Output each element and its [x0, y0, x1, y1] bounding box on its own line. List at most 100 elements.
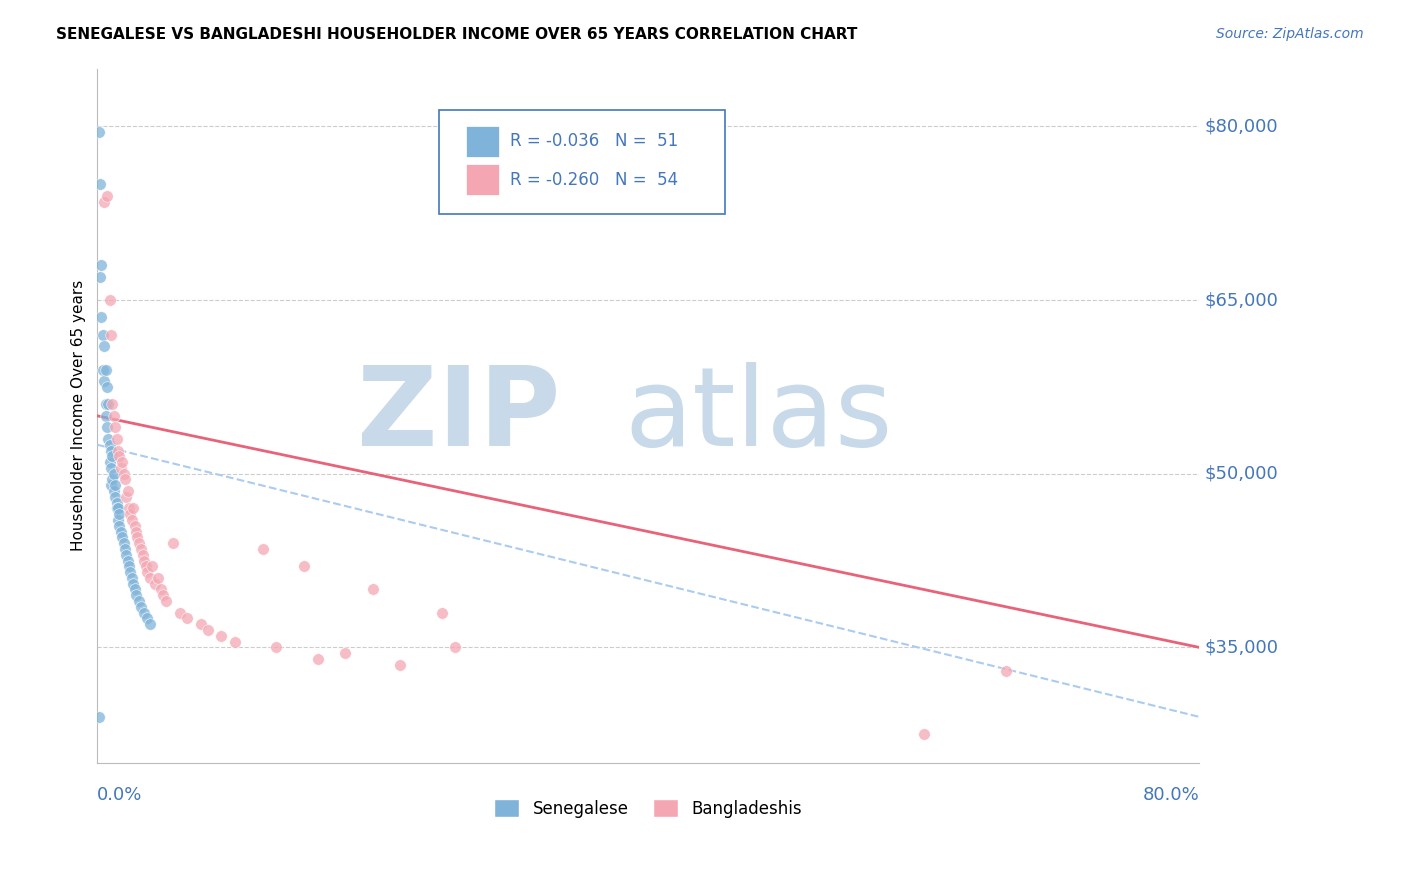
Point — [912, 727, 935, 741]
Point — [136, 611, 159, 625]
Point — [100, 327, 122, 342]
Point — [197, 623, 219, 637]
Bar — [467, 126, 499, 157]
Point — [104, 478, 127, 492]
Text: ZIP: ZIP — [357, 362, 560, 469]
Point — [138, 617, 160, 632]
Point — [93, 374, 115, 388]
Point — [87, 125, 110, 139]
Bar — [467, 163, 499, 195]
Point — [252, 541, 274, 556]
Point — [101, 473, 124, 487]
Point — [134, 553, 156, 567]
Point — [114, 541, 136, 556]
Point — [117, 553, 139, 567]
Point — [91, 362, 114, 376]
Point — [125, 524, 148, 539]
Text: SENEGALESE VS BANGLADESHI HOUSEHOLDER INCOME OVER 65 YEARS CORRELATION CHART: SENEGALESE VS BANGLADESHI HOUSEHOLDER IN… — [56, 27, 858, 42]
Legend: Senegalese, Bangladeshis: Senegalese, Bangladeshis — [488, 793, 808, 824]
Point — [430, 606, 453, 620]
Point — [98, 293, 121, 307]
Point — [122, 501, 145, 516]
Point — [108, 518, 131, 533]
Text: $50,000: $50,000 — [1205, 465, 1278, 483]
Point — [118, 501, 141, 516]
Point — [122, 576, 145, 591]
Point — [94, 409, 117, 423]
Point — [105, 432, 128, 446]
Point — [141, 559, 163, 574]
Point — [94, 362, 117, 376]
Point — [143, 576, 166, 591]
Point — [93, 194, 115, 209]
Point — [266, 640, 288, 655]
Point — [124, 518, 146, 533]
Point — [138, 571, 160, 585]
Point — [162, 536, 184, 550]
Point — [155, 594, 177, 608]
Point — [94, 397, 117, 411]
Point — [112, 467, 135, 481]
Point — [132, 548, 155, 562]
Point — [152, 588, 174, 602]
Text: $35,000: $35,000 — [1205, 639, 1278, 657]
Point — [120, 565, 142, 579]
Point — [107, 443, 129, 458]
Point — [91, 327, 114, 342]
Y-axis label: Householder Income Over 65 years: Householder Income Over 65 years — [72, 280, 86, 551]
Point — [115, 490, 138, 504]
Point — [135, 559, 157, 574]
Point — [101, 397, 124, 411]
Point — [117, 484, 139, 499]
Point — [98, 438, 121, 452]
Point — [292, 559, 315, 574]
Point — [97, 432, 120, 446]
Text: R = -0.260   N =  54: R = -0.260 N = 54 — [510, 170, 679, 188]
Point — [118, 559, 141, 574]
Text: 80.0%: 80.0% — [1142, 786, 1199, 805]
Text: Source: ZipAtlas.com: Source: ZipAtlas.com — [1216, 27, 1364, 41]
Point — [176, 611, 198, 625]
Point — [90, 258, 112, 272]
Point — [100, 461, 122, 475]
Point — [361, 582, 384, 597]
Point — [124, 582, 146, 597]
Point — [100, 443, 122, 458]
Point — [107, 501, 129, 516]
Point — [121, 571, 143, 585]
Point — [96, 420, 118, 434]
Point — [105, 501, 128, 516]
Point — [90, 310, 112, 325]
Point — [89, 269, 111, 284]
Point — [93, 339, 115, 353]
FancyBboxPatch shape — [439, 111, 725, 214]
Point — [108, 450, 131, 464]
Point — [100, 478, 122, 492]
Point — [89, 178, 111, 192]
Point — [444, 640, 467, 655]
Point — [87, 710, 110, 724]
Point — [146, 571, 169, 585]
Point — [110, 461, 132, 475]
Point — [128, 536, 150, 550]
Point — [209, 629, 232, 643]
Text: $65,000: $65,000 — [1205, 291, 1278, 309]
Point — [103, 484, 125, 499]
Point — [134, 606, 156, 620]
Text: R = -0.036   N =  51: R = -0.036 N = 51 — [510, 132, 679, 151]
Point — [136, 565, 159, 579]
Text: 0.0%: 0.0% — [97, 786, 143, 805]
Point — [995, 664, 1018, 678]
Point — [107, 513, 129, 527]
Text: $80,000: $80,000 — [1205, 118, 1278, 136]
Point — [96, 189, 118, 203]
Point — [104, 420, 127, 434]
Point — [97, 397, 120, 411]
Point — [112, 536, 135, 550]
Point — [335, 646, 357, 660]
Point — [121, 513, 143, 527]
Point — [101, 450, 124, 464]
Point — [127, 530, 149, 544]
Point — [115, 548, 138, 562]
Point — [98, 455, 121, 469]
